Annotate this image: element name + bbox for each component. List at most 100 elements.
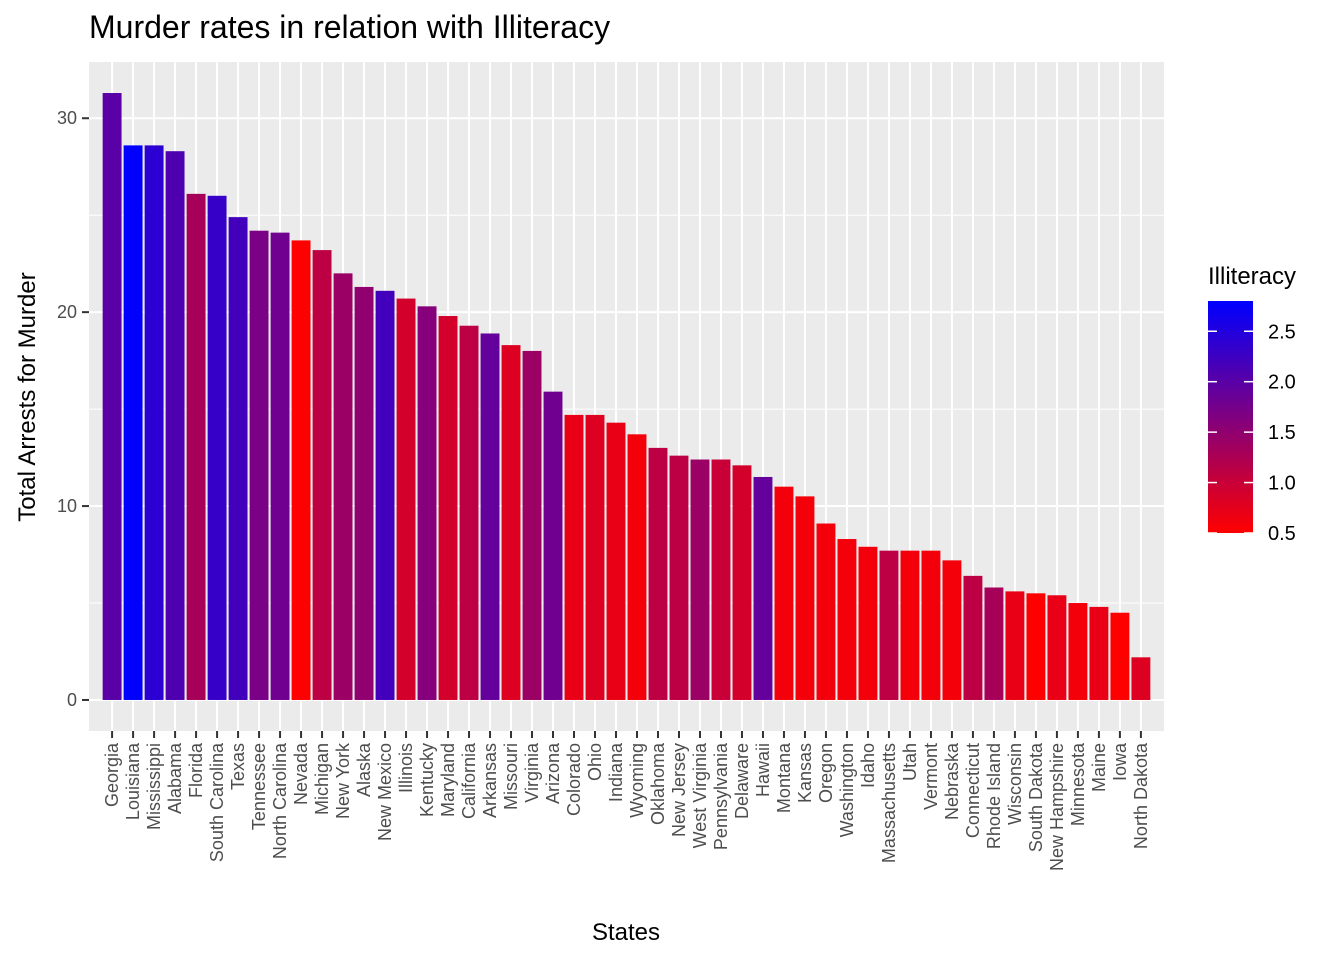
bar-idaho <box>858 546 878 700</box>
bar-colorado <box>564 414 584 700</box>
bar-new-jersey <box>669 455 689 700</box>
bar-oklahoma <box>648 447 668 700</box>
bar-maine <box>1089 606 1109 700</box>
x-tick-label: Delaware <box>732 743 752 819</box>
bar-indiana <box>606 422 626 700</box>
legend-tick-label: 2.0 <box>1268 372 1296 394</box>
bar-kansas <box>795 496 815 700</box>
x-tick-label: Montana <box>774 742 794 813</box>
x-tick-label: West Virginia <box>690 742 710 848</box>
x-tick-label: Maine <box>1089 743 1109 792</box>
bar-wyoming <box>627 434 647 700</box>
x-tick-label: New Mexico <box>375 743 395 841</box>
bar-new-mexico <box>375 290 395 700</box>
bar-north-dakota <box>1131 657 1151 700</box>
x-tick-label: Oklahoma <box>648 742 668 825</box>
bar-iowa <box>1110 612 1130 700</box>
legend: Illiteracy 0.5 1.0 1.5 2.0 2.5 <box>1208 263 1296 545</box>
bar-kentucky <box>417 306 437 700</box>
x-tick-label: Connecticut <box>963 743 983 838</box>
bar-tennessee <box>249 230 269 700</box>
x-axis-title: States <box>592 919 660 946</box>
bar-maryland <box>438 316 458 700</box>
bar-alabama <box>165 151 185 700</box>
bar-texas <box>228 217 248 700</box>
x-tick-label: Arkansas <box>480 743 500 818</box>
x-tick-label: Massachusetts <box>879 743 899 863</box>
x-tick-label: Utah <box>900 743 920 781</box>
bar-utah <box>900 550 920 700</box>
x-tick-label: Rhode Island <box>984 743 1004 849</box>
x-tick-label: Indiana <box>606 742 626 802</box>
x-tick-label: Georgia <box>102 742 122 807</box>
x-tick-label: Texas <box>228 743 248 790</box>
x-tick-label: Colorado <box>564 743 584 816</box>
x-tick-label: Pennsylvania <box>711 742 731 850</box>
bar-missouri <box>501 345 521 700</box>
bar-north-carolina <box>270 232 290 700</box>
x-tick-label: New York <box>333 742 353 819</box>
bar-louisiana <box>123 145 143 700</box>
x-tick-label: Alaska <box>354 742 374 797</box>
bar-georgia <box>102 93 122 700</box>
x-tick-label: Nebraska <box>942 742 962 820</box>
x-tick-label: Hawaii <box>753 743 773 797</box>
bar-nevada <box>291 240 311 700</box>
bar-massachusetts <box>879 550 899 700</box>
x-tick-label: Wisconsin <box>1005 743 1025 825</box>
x-tick-label: Kentucky <box>417 743 437 817</box>
bar-mississippi <box>144 145 164 700</box>
y-axis-title: Total Arrests for Murder <box>14 272 41 521</box>
y-tick-label: 0 <box>67 690 77 710</box>
bar-oregon <box>816 523 836 700</box>
bar-arkansas <box>480 333 500 700</box>
legend-colorbar <box>1208 301 1253 533</box>
x-tick-label: Maryland <box>438 743 458 817</box>
bar-delaware <box>732 465 752 700</box>
x-tick-label: Mississippi <box>144 743 164 830</box>
bar-michigan <box>312 250 332 700</box>
x-tick-label: Florida <box>186 742 206 798</box>
x-tick-label: Illinois <box>396 743 416 793</box>
legend-tick-label: 2.5 <box>1268 321 1296 343</box>
bar-florida <box>186 193 206 700</box>
legend-tick-label: 0.5 <box>1268 523 1296 545</box>
x-tick-label: North Carolina <box>270 742 290 859</box>
bar-connecticut <box>963 575 983 700</box>
x-tick-label: North Dakota <box>1131 742 1151 849</box>
bar-south-carolina <box>207 195 227 700</box>
x-tick-label: Alabama <box>165 742 185 814</box>
x-tick-label: South Dakota <box>1026 742 1046 852</box>
bar-alaska <box>354 286 374 700</box>
x-tick-label: Kansas <box>795 743 815 803</box>
y-tick-label: 30 <box>57 108 77 128</box>
bar-vermont <box>921 550 941 700</box>
y-tick-label: 10 <box>57 496 77 516</box>
bar-wisconsin <box>1005 591 1025 700</box>
bar-rhode-island <box>984 587 1004 700</box>
bar-california <box>459 325 479 700</box>
x-tick-label: Vermont <box>921 743 941 810</box>
bar-virginia <box>522 350 542 700</box>
x-tick-label: South Carolina <box>207 742 227 862</box>
x-tick-label: New Hampshire <box>1047 743 1067 871</box>
x-tick-label: Arizona <box>543 742 563 804</box>
x-tick-label: Ohio <box>585 743 605 781</box>
y-axis: 0 10 20 30 <box>57 108 89 710</box>
bar-south-dakota <box>1026 593 1046 700</box>
legend-tick-label: 1.0 <box>1268 473 1296 495</box>
x-tick-label: Missouri <box>501 743 521 810</box>
bar-ohio <box>585 414 605 700</box>
bar-new-hampshire <box>1047 595 1067 700</box>
bar-illinois <box>396 298 416 700</box>
bar-new-york <box>333 273 353 700</box>
bars-layer <box>102 93 1151 700</box>
bar-west-virginia <box>690 459 710 700</box>
legend-ticks: 0.5 1.0 1.5 2.0 2.5 <box>1208 321 1296 545</box>
bar-nebraska <box>942 560 962 700</box>
x-tick-label: Minnesota <box>1068 742 1088 826</box>
bar-hawaii <box>753 476 773 700</box>
y-tick-label: 20 <box>57 302 77 322</box>
bar-pennsylvania <box>711 459 731 700</box>
